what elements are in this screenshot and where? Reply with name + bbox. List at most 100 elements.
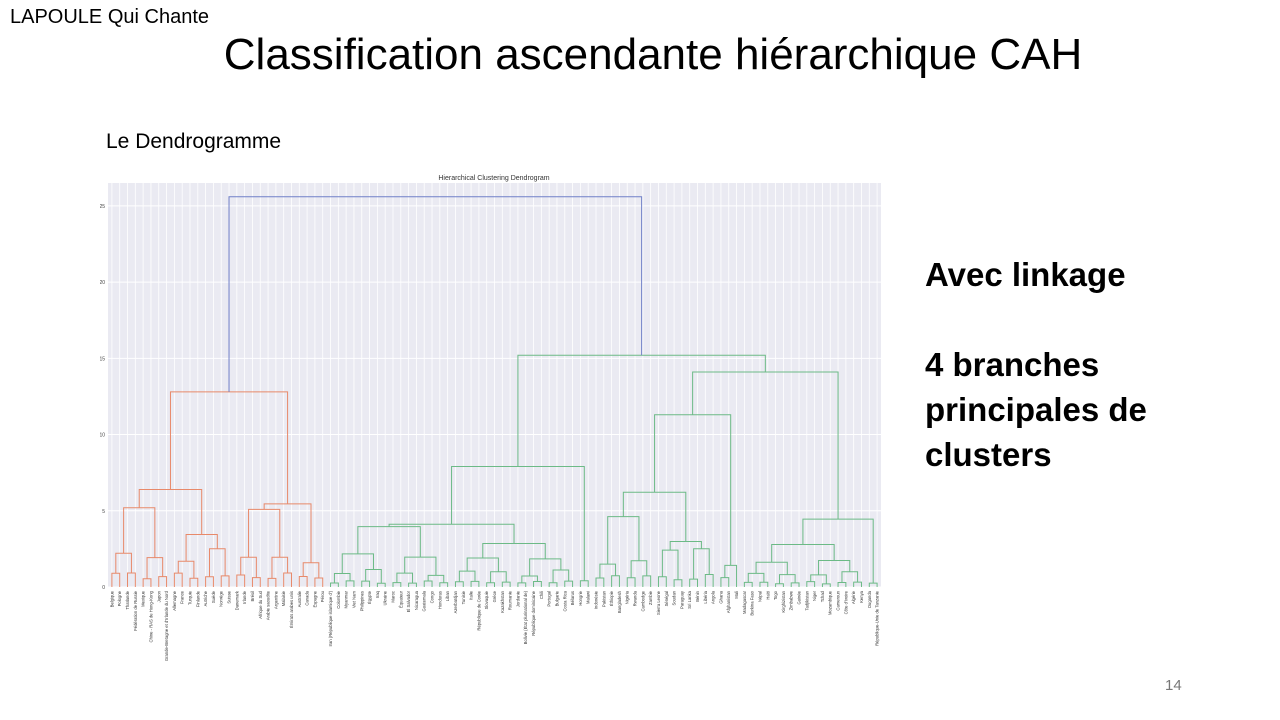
- side-line-4: principales de: [925, 391, 1147, 428]
- leaf-label: Fédération de Russie: [133, 590, 138, 630]
- leaf-label: Nicaragua: [414, 590, 419, 610]
- leaf-label: Chine - RAS de Hong-Kong: [148, 590, 153, 642]
- dendrogram-link: [209, 548, 226, 577]
- dendrogram-link: [185, 533, 218, 562]
- dendrogram-link: [661, 549, 679, 580]
- leaf-label: El Salvador: [406, 590, 411, 612]
- dendrogram-link: [454, 581, 464, 587]
- leaf-label: Libéria: [703, 590, 708, 603]
- leaf-label: Suisse: [227, 590, 232, 603]
- leaf-label: Mexique: [141, 590, 146, 606]
- leaf-label: Afghanistan: [726, 590, 731, 613]
- side-line-2: [925, 297, 1147, 342]
- leaf-label: Indonésie: [594, 590, 599, 609]
- leaf-label: Cambodge: [640, 590, 645, 611]
- dendrogram-link: [333, 573, 351, 584]
- leaf-label: Portugal: [547, 591, 552, 607]
- leaf-label: Burkina Faso: [750, 590, 755, 615]
- dendrogram-link: [517, 582, 527, 587]
- leaf-label: Ouganda: [867, 590, 872, 608]
- leaf-label: Viet Nam: [351, 590, 356, 608]
- leaf-labels: Belgique Pologne Thaïlande Fédération de Ru…: [109, 590, 879, 661]
- dendrogram-link: [341, 553, 374, 574]
- dendrogram-link: [267, 577, 277, 587]
- dendrogram-link: [142, 578, 152, 587]
- dendrogram-link: [427, 574, 445, 583]
- dendrogram-link: [579, 580, 589, 587]
- leaf-label: Philippines: [359, 591, 364, 611]
- dendrogram-link: [228, 196, 643, 392]
- leaf-label: Hongrie: [578, 590, 583, 605]
- dendrogram-link: [720, 577, 730, 587]
- dendrogram-link: [692, 371, 839, 520]
- dendrogram-link: [841, 571, 859, 583]
- side-line-5: clusters: [925, 436, 1052, 473]
- leaf-label: Allemagne: [172, 590, 177, 610]
- grid-lines: [108, 183, 881, 588]
- leaf-label: Grèce: [492, 590, 497, 602]
- y-tick-label: 5: [102, 509, 105, 515]
- dendrogram-link: [482, 542, 546, 559]
- leaf-label: République dominicaine: [531, 590, 536, 635]
- leaf-label: Espagne: [312, 590, 317, 607]
- leaf-label: Sénégal: [664, 591, 669, 606]
- leaf-label: Mozambique: [828, 590, 833, 615]
- dendrogram-link: [220, 575, 230, 587]
- leaf-label: Japon: [156, 590, 161, 602]
- leaf-label: Bangladesh: [617, 590, 622, 613]
- dendrogram-link: [251, 577, 261, 587]
- leaf-label: Ghana: [718, 590, 723, 603]
- leaf-label: Égypte: [367, 590, 372, 604]
- leaf-label: Guinée: [797, 590, 802, 604]
- leaf-label: Chili: [539, 591, 544, 599]
- dendrogram-link: [501, 581, 511, 587]
- leaf-label: Bénin: [695, 590, 700, 601]
- leaf-label: Zambie: [648, 590, 653, 605]
- leaf-label: Italie: [469, 590, 474, 600]
- y-tick-label: 25: [100, 204, 105, 210]
- dendrogram-link: [611, 575, 620, 587]
- leaf-label: Thaïlande: [125, 590, 130, 609]
- leaf-label: Jordanie: [515, 590, 520, 607]
- leaf-label: France: [180, 590, 185, 604]
- dendrogram-link: [248, 508, 281, 558]
- leaf-label: Madagascar: [742, 590, 747, 614]
- chart-title: Hierarchical Clustering Dendrogram: [438, 175, 549, 182]
- leaf-label: Pérou: [320, 590, 325, 602]
- leaf-label: République de Corée: [476, 590, 481, 630]
- leaf-label: Brésil: [250, 591, 255, 602]
- leaf-label: Zimbabwe: [789, 590, 794, 610]
- leaf-label: Myanmar: [344, 590, 349, 608]
- leaf-label: Nigéria: [625, 590, 630, 604]
- leaf-label: Kazakhstan: [500, 590, 505, 613]
- leaf-label: Bélarus: [570, 591, 575, 605]
- leaf-label: Tunisie: [461, 590, 466, 604]
- leaf-label: Guatemala: [422, 590, 427, 611]
- leaf-label: Roumanie: [508, 590, 513, 610]
- dendrogram-link: [302, 562, 320, 578]
- dendrogram-link: [236, 574, 246, 587]
- leaf-label: Sierra Leone: [656, 590, 661, 615]
- leaf-label: Australie: [297, 590, 302, 607]
- leaf-label: Canada: [305, 590, 310, 605]
- leaf-label: Malaisie: [281, 590, 286, 606]
- leaf-label: Colombie: [336, 590, 341, 608]
- side-line-1: Avec linkage: [925, 256, 1126, 293]
- leaf-label: Paraguay: [679, 590, 684, 609]
- dendrogram-link: [376, 582, 386, 587]
- leaf-label: Costa Rica: [562, 590, 567, 611]
- leaf-label: Mali: [734, 591, 739, 599]
- leaf-label: Algérie: [851, 590, 856, 604]
- leaf-label: Malawi: [586, 591, 591, 604]
- page-number: 14: [1165, 677, 1182, 694]
- leaf-label: Niger: [812, 590, 817, 601]
- dendrogram-link: [271, 556, 289, 579]
- leaf-label: Haïti: [765, 591, 770, 600]
- leaf-label: Angola: [711, 590, 716, 604]
- leaf-label: Maroc: [390, 591, 395, 603]
- leaf-label: Slovaquie: [484, 590, 489, 609]
- y-tick-label: 20: [100, 280, 105, 286]
- leaf-label: Arabie saoudite: [266, 590, 271, 620]
- author-name: LAPOULE Qui Chante: [10, 6, 209, 28]
- dendrogram-link: [404, 556, 437, 576]
